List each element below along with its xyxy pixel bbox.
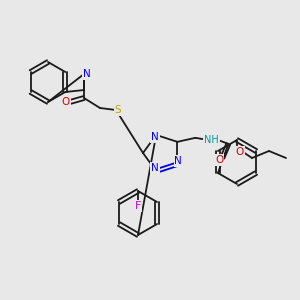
Text: N: N	[175, 156, 182, 166]
Text: N: N	[83, 69, 91, 79]
Text: F: F	[135, 201, 141, 211]
Text: N: N	[151, 132, 159, 142]
Text: NH: NH	[204, 135, 219, 145]
Text: O: O	[236, 147, 244, 157]
Text: S: S	[115, 105, 121, 115]
Text: O: O	[215, 155, 224, 165]
Text: N: N	[151, 163, 159, 173]
Text: O: O	[62, 97, 70, 107]
